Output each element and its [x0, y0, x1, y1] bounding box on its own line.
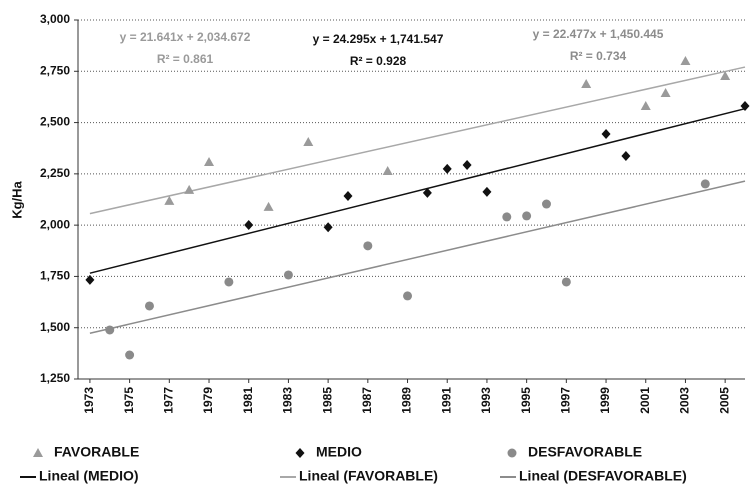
trend-equation: y = 21.641x + 2,034.672: [120, 30, 251, 44]
y-tick-label: 1,250: [40, 371, 70, 385]
legend-marker: [295, 448, 305, 458]
diamond-marker: [621, 151, 631, 162]
circle-marker: [125, 350, 135, 360]
diamond-marker: [740, 100, 750, 111]
circle-marker: [283, 270, 293, 280]
legend-label: Lineal (MEDIO): [39, 468, 139, 484]
diamond-marker: [462, 160, 472, 171]
circle-marker: [561, 277, 571, 287]
triangle-marker: [164, 195, 175, 205]
legend-label: FAVORABLE: [54, 444, 139, 460]
y-tick-label: 2,500: [40, 115, 70, 129]
x-tick-label: 1973: [82, 387, 96, 414]
x-tick-label: 2005: [717, 387, 731, 414]
y-tick-label: 1,750: [40, 269, 70, 283]
legend-label: DESFAVORABLE: [528, 444, 642, 460]
diamond-marker: [323, 222, 333, 233]
y-tick-label: 3,000: [40, 12, 70, 26]
circle-marker: [502, 212, 512, 222]
circle-marker: [403, 291, 413, 301]
x-tick-label: 1981: [241, 387, 255, 414]
triangle-marker: [660, 88, 671, 98]
diamond-marker: [85, 274, 95, 285]
y-axis-label: Kg/Ha: [9, 180, 24, 218]
x-tick-label: 1989: [400, 387, 414, 414]
x-tick-label: 1975: [122, 387, 136, 414]
circle-marker: [105, 325, 115, 335]
triangle-marker: [640, 100, 651, 110]
x-tick-label: 1991: [439, 387, 453, 414]
triangle-marker: [382, 165, 393, 175]
x-tick-label: 1983: [281, 387, 295, 414]
y-tick-label: 2,250: [40, 166, 70, 180]
legend-label: Lineal (FAVORABLE): [299, 468, 438, 484]
legend-marker: [33, 448, 43, 457]
x-tick-label: 1999: [598, 387, 612, 414]
trend-line: [89, 107, 746, 274]
circle-marker: [363, 241, 373, 251]
triangle-marker: [581, 79, 592, 89]
x-tick-label: 1977: [161, 387, 175, 414]
x-tick-label: 2001: [638, 387, 652, 414]
legend-label: Lineal (DESFAVORABLE): [519, 468, 687, 484]
trend-r2: R² = 0.861: [157, 52, 214, 66]
trend-r2: R² = 0.734: [570, 49, 627, 63]
y-tick-label: 2,000: [40, 217, 70, 231]
triangle-marker: [680, 56, 691, 66]
trend-equation: y = 24.295x + 1,741.547: [313, 32, 444, 46]
x-tick-label: 1997: [559, 387, 573, 414]
triangle-marker: [184, 184, 195, 194]
diamond-marker: [422, 187, 432, 198]
trend-line: [89, 180, 746, 335]
legend-label: MEDIO: [316, 444, 362, 460]
diamond-marker: [601, 129, 611, 140]
circle-marker: [700, 179, 710, 189]
circle-marker: [144, 301, 154, 311]
y-tick-label: 2,750: [40, 63, 70, 77]
trend-line: [89, 66, 746, 215]
circle-marker: [224, 277, 234, 287]
x-tick-label: 2003: [678, 387, 692, 414]
y-tick-label: 1,500: [40, 320, 70, 334]
triangle-marker: [720, 71, 731, 81]
circle-marker: [541, 199, 551, 209]
circle-marker: [522, 211, 532, 221]
x-tick-label: 1995: [519, 387, 533, 414]
x-tick-label: 1987: [360, 387, 374, 414]
triangle-marker: [263, 201, 274, 211]
diamond-marker: [343, 191, 353, 202]
legend-marker: [507, 448, 517, 458]
diamond-marker: [244, 219, 254, 230]
x-tick-label: 1993: [479, 387, 493, 414]
trend-r2: R² = 0.928: [350, 54, 407, 68]
x-tick-label: 1979: [201, 387, 215, 414]
triangle-marker: [204, 156, 215, 166]
triangle-marker: [303, 137, 314, 147]
x-tick-label: 1985: [320, 387, 334, 414]
diamond-marker: [442, 163, 452, 174]
diamond-marker: [482, 186, 492, 197]
trend-equation: y = 22.477x + 1,450.445: [533, 27, 664, 41]
